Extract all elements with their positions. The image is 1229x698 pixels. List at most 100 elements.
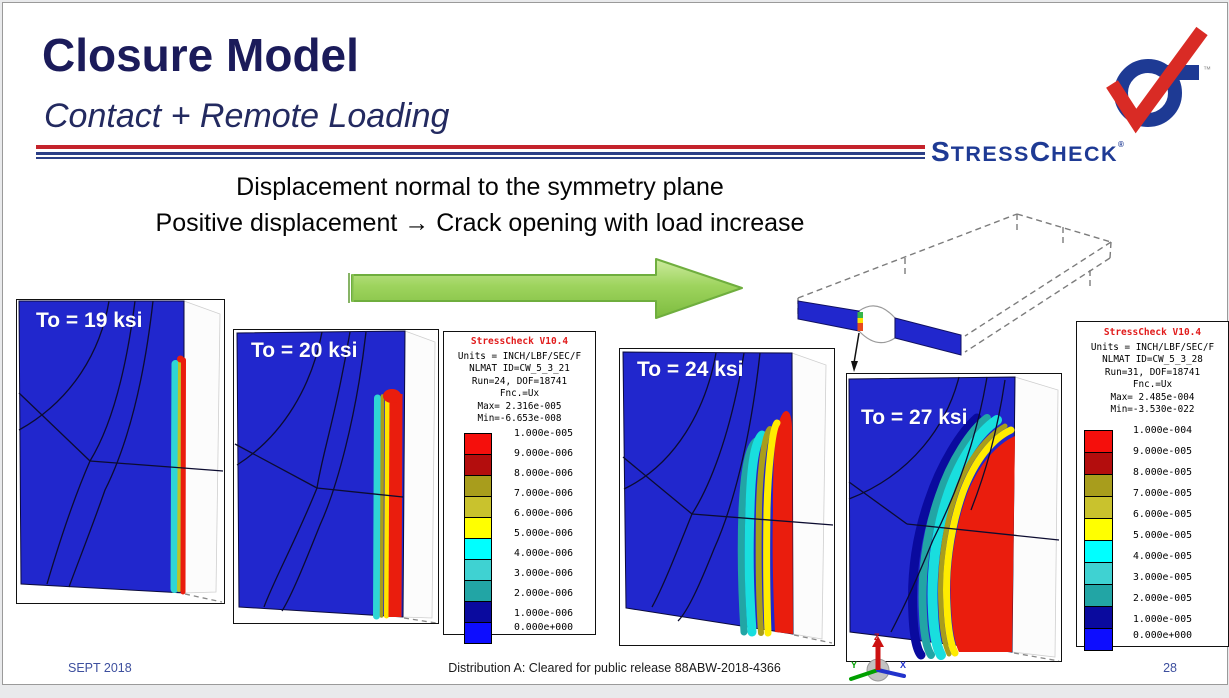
scale-swatch xyxy=(464,454,492,476)
contour-plot-24ksi: To = 24 ksi xyxy=(619,348,835,646)
triad-x-label: X xyxy=(900,660,906,670)
scale-label: 3.000e-006 xyxy=(514,568,573,579)
scale-label: 1.000e-005 xyxy=(1133,614,1192,625)
legend-run24: StressCheck V10.4 Units = INCH/LBF/SEC/F… xyxy=(443,331,596,644)
scale-swatch xyxy=(464,580,492,602)
divider-red-line xyxy=(36,145,925,149)
scale-swatch xyxy=(1084,452,1113,475)
contour-plot-19ksi-graphic xyxy=(18,300,224,603)
scale-label: 7.000e-006 xyxy=(514,488,573,499)
scale-swatch xyxy=(1084,584,1113,607)
plot-label-19ksi: To = 19 ksi xyxy=(36,309,143,332)
legend-run31: StressCheck V10.4 Units = INCH/LBF/SEC/F… xyxy=(1076,321,1229,651)
legend-info-line: Fnc.=Ux xyxy=(1132,379,1173,391)
stresscheck-wordmark: STRESSCHECK® xyxy=(931,136,1223,168)
wordmark-part: S xyxy=(931,136,951,167)
scale-label: 1.000e-005 xyxy=(514,428,573,439)
scale-label: 4.000e-005 xyxy=(1133,551,1192,562)
scale-swatch xyxy=(464,517,492,539)
scale-swatch xyxy=(1084,628,1113,651)
legend-info: Units = INCH/LBF/SEC/F NLMAT ID=CW_5_3_2… xyxy=(1077,342,1228,416)
scale-swatch xyxy=(464,538,492,560)
wordmark-part: C xyxy=(1029,136,1052,167)
scale-label: 7.000e-005 xyxy=(1133,488,1192,499)
legend-info-line: Min=-6.653e-008 xyxy=(477,413,562,425)
triad-y-label: Y xyxy=(851,660,857,670)
scale-swatch xyxy=(464,622,492,644)
scale-swatch xyxy=(464,496,492,518)
scale-swatch xyxy=(1084,540,1113,563)
legend-info-line: Units = INCH/LBF/SEC/F xyxy=(1090,342,1215,353)
page-number: 28 xyxy=(1163,661,1177,675)
plate-wireframe-model xyxy=(797,213,1112,372)
scale-swatch xyxy=(1084,562,1113,585)
scale-label: 8.000e-006 xyxy=(514,468,573,479)
scale-label: 6.000e-006 xyxy=(514,508,573,519)
description-line-2: Positive displacement → Crack opening wi… xyxy=(155,209,805,237)
scale-label: 8.000e-005 xyxy=(1133,467,1192,478)
logo-tm-mark: ™ xyxy=(1203,65,1211,74)
scale-swatch xyxy=(1084,430,1113,453)
scale-label: 9.000e-006 xyxy=(514,448,573,459)
model-face xyxy=(18,300,185,594)
scale-label: 4.000e-006 xyxy=(514,548,573,559)
contour-plot-20ksi-graphic xyxy=(234,330,437,624)
model-face xyxy=(236,330,406,618)
scale-swatch xyxy=(1084,518,1113,541)
plot-label-27ksi: To = 27 ksi xyxy=(861,406,968,429)
plot-label-24ksi: To = 24 ksi xyxy=(637,358,744,381)
page-title: Closure Model xyxy=(42,29,359,81)
legend-color-scale xyxy=(1084,430,1113,651)
distribution-statement: Distribution A: Cleared for public relea… xyxy=(448,661,781,675)
coordinate-triad-icon: Z Y X xyxy=(849,632,906,682)
scale-label: 5.000e-005 xyxy=(1133,530,1192,541)
legend-info-line: Run=31, DOF=18741 xyxy=(1104,366,1201,378)
scale-swatch xyxy=(464,475,492,497)
divider-blue-line-2 xyxy=(36,156,925,159)
scale-label: 2.000e-005 xyxy=(1133,593,1192,604)
triad-z-label: Z xyxy=(874,632,880,642)
page-subtitle: Contact + Remote Loading xyxy=(44,97,450,135)
scale-label: 3.000e-005 xyxy=(1133,572,1192,583)
plate-front-strip-left xyxy=(797,300,860,332)
wordmark-part: TRESS xyxy=(950,142,1030,166)
scale-swatch xyxy=(1084,496,1113,519)
legend-info-line: Units = INCH/LBF/SEC/F xyxy=(457,351,582,362)
scale-swatch xyxy=(464,601,492,623)
load-increase-arrow-icon xyxy=(348,258,743,319)
wordmark-part: HECK xyxy=(1051,142,1119,166)
scale-swatch xyxy=(464,559,492,581)
scale-label: 2.000e-006 xyxy=(514,588,573,599)
scale-swatch xyxy=(1084,606,1113,629)
scale-label: 5.000e-006 xyxy=(514,528,573,539)
scale-label: 6.000e-005 xyxy=(1133,509,1192,520)
legend-color-scale xyxy=(464,433,492,644)
legend-info-line: Max= 2.316e-005 xyxy=(477,400,562,412)
legend-info-line: Max= 2.485e-004 xyxy=(1110,391,1195,403)
scale-label: 0.000e+000 xyxy=(514,622,573,633)
contour-plot-20ksi: To = 20 ksi xyxy=(233,329,439,624)
description-line-1: Displacement normal to the symmetry plan… xyxy=(236,173,724,201)
legend-info-line: Fnc.=Ux xyxy=(499,388,540,400)
legend-title: StressCheck V10.4 xyxy=(1103,327,1202,338)
crack-pointer-arrow-icon xyxy=(851,332,860,372)
legend-info-line: Min=-3.530e-022 xyxy=(1110,404,1195,416)
scale-swatch xyxy=(1084,474,1113,497)
legend-title: StressCheck V10.4 xyxy=(470,336,569,347)
scale-label: 1.000e-006 xyxy=(514,608,573,619)
scale-swatch xyxy=(464,433,492,455)
contour-plot-19ksi: To = 19 ksi xyxy=(16,299,225,604)
legend-info-line: Run=24, DOF=18741 xyxy=(471,375,568,387)
scale-label: 1.000e-004 xyxy=(1133,425,1192,436)
registered-mark: ® xyxy=(1118,140,1124,149)
stresscheck-logo-icon: ™ xyxy=(1106,26,1211,134)
plate-front-strip-right xyxy=(894,317,962,356)
legend-info-line: NLMAT ID=CW_5_3_28 xyxy=(1102,354,1203,366)
legend-info-line: NLMAT ID=CW_5_3_21 xyxy=(469,363,570,375)
plot-label-20ksi: To = 20 ksi xyxy=(251,339,358,362)
scale-label: 0.000e+000 xyxy=(1133,630,1192,641)
contour-plot-27ksi: To = 27 ksi xyxy=(846,373,1062,662)
footer-date: SEPT 2018 xyxy=(68,661,132,675)
scale-label: 9.000e-005 xyxy=(1133,446,1192,457)
